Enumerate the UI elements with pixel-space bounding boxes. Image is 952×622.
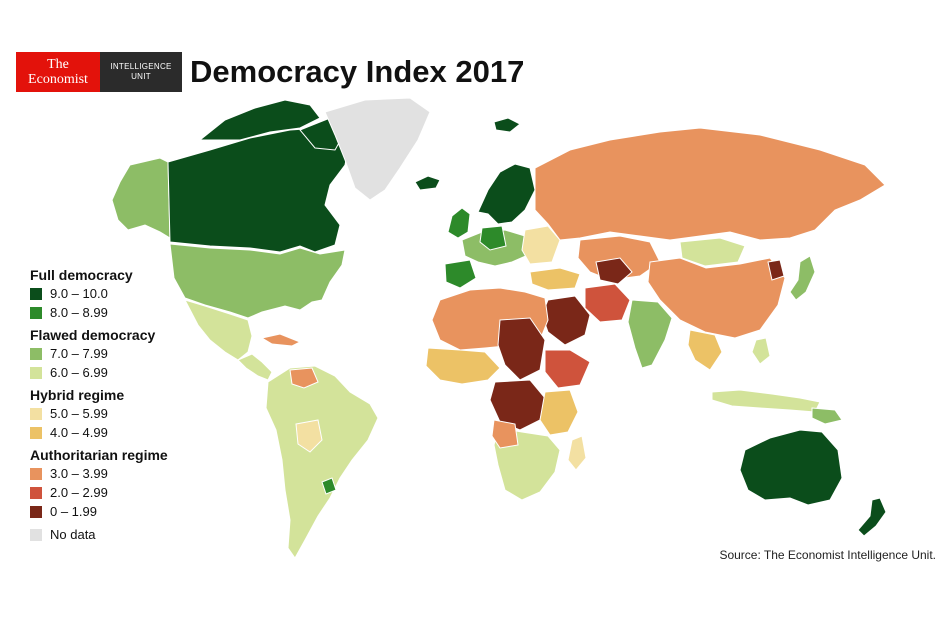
region-madagascar bbox=[567, 435, 587, 471]
legend-item: 8.0 – 8.99 bbox=[30, 303, 230, 322]
eiu-logo: INTELLIGENCE UNIT bbox=[100, 52, 182, 92]
legend-item: 5.0 – 5.99 bbox=[30, 404, 230, 423]
region-germany bbox=[479, 225, 507, 251]
region-west-africa bbox=[425, 347, 501, 385]
legend-item: 3.0 – 3.99 bbox=[30, 464, 230, 483]
logo-eiu-line1: INTELLIGENCE bbox=[110, 62, 172, 71]
legend-swatch bbox=[30, 287, 42, 300]
region-canada bbox=[167, 127, 351, 253]
legend-swatch bbox=[30, 306, 42, 319]
legend-swatch bbox=[30, 528, 42, 541]
region-central-africa bbox=[489, 379, 546, 431]
region-horn-of-africa bbox=[544, 349, 591, 389]
region-southeast-asia bbox=[687, 329, 723, 371]
map-title: Democracy Index 2017 bbox=[190, 54, 525, 89]
region-new-zealand bbox=[857, 497, 887, 537]
region-spain bbox=[444, 259, 477, 289]
legend-label: 5.0 – 5.99 bbox=[50, 406, 108, 421]
region-indonesia bbox=[711, 389, 821, 413]
legend-swatch bbox=[30, 426, 42, 439]
region-uruguay bbox=[321, 477, 337, 495]
region-alaska bbox=[111, 157, 171, 239]
legend-label: 6.0 – 6.99 bbox=[50, 365, 108, 380]
legend-heading: Hybrid regime bbox=[30, 387, 125, 403]
region-bolivia bbox=[295, 419, 323, 453]
region-venezuela bbox=[289, 367, 319, 389]
region-uk-ireland bbox=[447, 207, 471, 239]
legend-label: 8.0 – 8.99 bbox=[50, 305, 108, 320]
legend-label: 0 – 1.99 bbox=[50, 504, 97, 519]
legend-swatch bbox=[30, 505, 42, 518]
legend-label: 3.0 – 3.99 bbox=[50, 466, 108, 481]
region-north-korea bbox=[767, 259, 785, 281]
economist-eiu-logo: The Economist INTELLIGENCE UNIT bbox=[16, 52, 182, 92]
region-greenland bbox=[324, 97, 431, 201]
legend-heading: Flawed democracy bbox=[30, 327, 156, 343]
region-angola bbox=[491, 419, 519, 449]
legend-item: 0 – 1.99 bbox=[30, 502, 230, 521]
region-india bbox=[627, 299, 673, 369]
region-mexico bbox=[184, 299, 253, 361]
region-turkmenistan bbox=[595, 257, 633, 285]
region-mongolia bbox=[679, 237, 746, 267]
region-japan bbox=[789, 255, 816, 301]
legend-label: 9.0 – 10.0 bbox=[50, 286, 108, 301]
legend-item: 6.0 – 6.99 bbox=[30, 363, 230, 382]
region-iran bbox=[584, 283, 631, 323]
region-central-america bbox=[237, 353, 273, 381]
region-canada-arctic-islands bbox=[198, 99, 321, 141]
legend-label: No data bbox=[50, 527, 96, 542]
legend-item: 4.0 – 4.99 bbox=[30, 423, 230, 442]
region-eastern-europe bbox=[521, 225, 561, 265]
legend-heading: Full democracy bbox=[30, 267, 133, 283]
source-note: Source: The Economist Intelligence Unit. bbox=[719, 548, 936, 562]
legend-swatch bbox=[30, 486, 42, 499]
logo-economist-line1: The bbox=[47, 57, 69, 72]
legend-swatch bbox=[30, 467, 42, 480]
legend-label: 7.0 – 7.99 bbox=[50, 346, 108, 361]
legend-item: 2.0 – 2.99 bbox=[30, 483, 230, 502]
legend: Full democracy 9.0 – 10.0 8.0 – 8.99 Flawed… bbox=[30, 262, 230, 544]
region-east-africa bbox=[539, 389, 579, 436]
region-saudi-arabia bbox=[541, 295, 591, 346]
region-sudan-libya bbox=[497, 317, 546, 381]
logo-eiu-line2: UNIT bbox=[131, 72, 151, 81]
region-scandinavia bbox=[477, 163, 536, 225]
legend-swatch bbox=[30, 366, 42, 379]
economist-logo: The Economist bbox=[16, 52, 100, 92]
legend-label: 2.0 – 2.99 bbox=[50, 485, 108, 500]
legend-heading: Authoritarian regime bbox=[30, 447, 168, 463]
region-turkey bbox=[529, 267, 581, 291]
legend-label: 4.0 – 4.99 bbox=[50, 425, 108, 440]
region-cuba bbox=[260, 333, 302, 347]
region-australia bbox=[739, 429, 843, 506]
logo-economist-line2: Economist bbox=[28, 72, 88, 87]
region-usa bbox=[169, 243, 346, 319]
region-russia bbox=[534, 127, 886, 241]
legend-swatch bbox=[30, 407, 42, 420]
region-south-america bbox=[265, 365, 379, 559]
region-svalbard bbox=[493, 117, 521, 133]
legend-swatch bbox=[30, 347, 42, 360]
legend-item: 9.0 – 10.0 bbox=[30, 284, 230, 303]
legend-item-no-data: No data bbox=[30, 525, 230, 544]
region-philippines bbox=[751, 337, 771, 365]
region-china bbox=[647, 257, 786, 339]
region-iceland bbox=[414, 175, 441, 191]
region-papua bbox=[811, 407, 843, 425]
legend-item: 7.0 – 7.99 bbox=[30, 344, 230, 363]
